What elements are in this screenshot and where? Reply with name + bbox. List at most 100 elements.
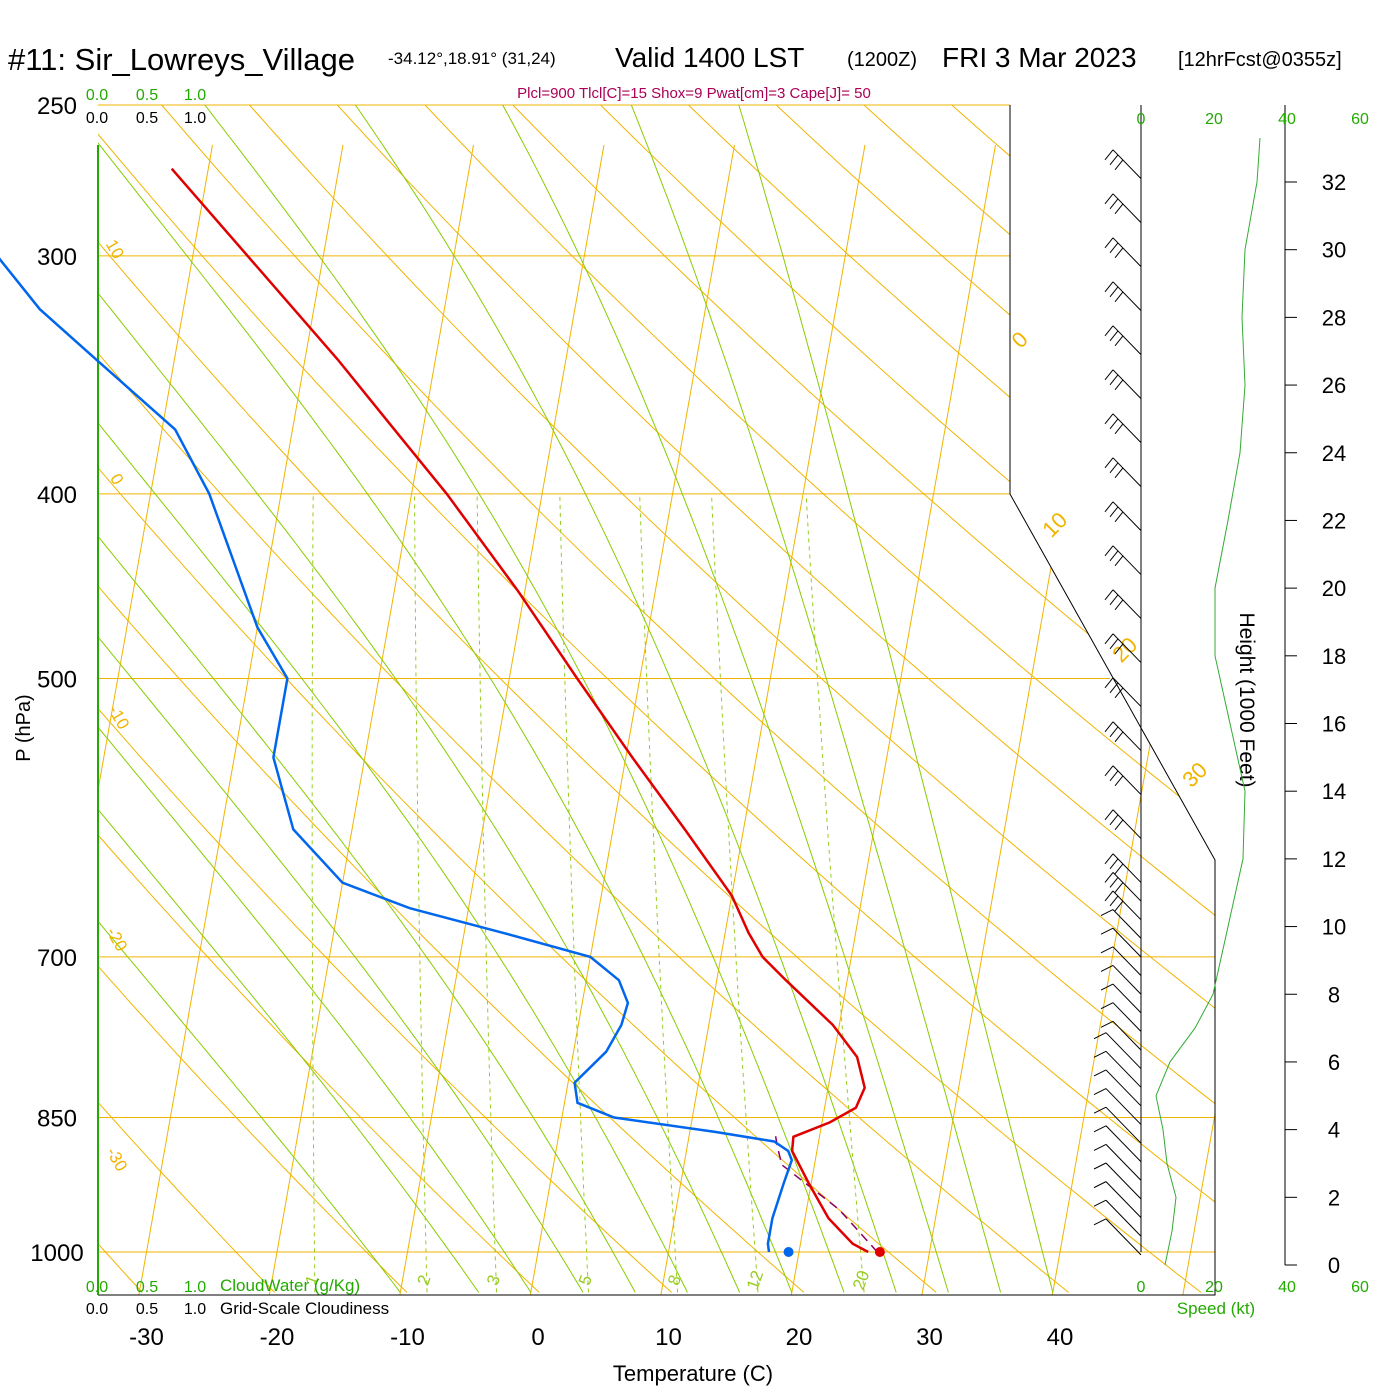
pressure-tick-label: 250 [37, 93, 77, 120]
wind-barb-flag [1109, 877, 1119, 888]
cloud-scales: 0.0 0.5 1.0 0.0 0.5 1.0 0.0 0.5 1.0 CloudWater (g… [86, 87, 389, 1318]
speed-tick-bottom: 40 [1278, 1279, 1296, 1296]
mixing-ratio-label: 3 [483, 1272, 504, 1287]
isotherm-label: 10 [102, 236, 128, 262]
speed-tick-bottom: 20 [1205, 1279, 1223, 1296]
pressure-tick-label: 300 [37, 244, 77, 271]
wind-barb [1112, 927, 1142, 958]
mixing-ratio-label: 20 [849, 1268, 873, 1292]
wind-barb-flag [1114, 335, 1124, 347]
wind-barb-flag [1104, 809, 1114, 821]
cloudwater-scale-bottom: 0.5 [136, 1279, 158, 1296]
wind-barb-flag [1104, 765, 1114, 777]
moist-adiabat [98, 105, 584, 1293]
wind-barb [1112, 1020, 1142, 1051]
wind-barb-flag [1100, 965, 1114, 972]
dry-adiabat [360, 105, 1215, 1293]
dry-adiabat [98, 105, 275, 1293]
isotherm-label: 20 [1107, 632, 1142, 667]
mixing-ratio-label: 5 [575, 1272, 596, 1287]
height-axis-label: Height (1000 Feet) [1235, 612, 1258, 787]
wind-barb-flag [1109, 594, 1119, 606]
temperature-tick-label: 40 [1047, 1324, 1074, 1351]
isotherm-line [138, 144, 344, 1295]
wind-barb-flag [1100, 909, 1114, 917]
wind-barb-flag [1114, 423, 1124, 435]
dry-adiabat [103, 105, 1215, 1293]
moist-adiabat [98, 105, 793, 1293]
wind-barb-flag [1109, 506, 1119, 518]
height-tick-label: 0 [1328, 1253, 1340, 1278]
wind-barb-flag [1104, 325, 1114, 337]
surface-dewpoint-dot [783, 1247, 794, 1257]
wind-barb [1112, 946, 1142, 976]
wind-barb [1105, 1106, 1142, 1144]
pressure-axis: 250 300 400 500 700 850 1000 [30, 93, 83, 1267]
isotherm-line [790, 144, 996, 1295]
cloudwater-label: CloudWater (g/Kg) [220, 1276, 360, 1295]
cloudwater-scale-bottom: 1.0 [184, 1279, 206, 1296]
wind-barb-flag [1093, 1181, 1107, 1189]
parcel-path [774, 1134, 878, 1253]
stability-indices: Plcl=900 Tlcl[C]=15 Shox=9 Pwat[cm]=3 Ca… [517, 85, 871, 102]
height-tick-label: 28 [1322, 305, 1346, 330]
temperature-tick-label: 20 [786, 1324, 813, 1351]
wind-barb-flag [1109, 682, 1119, 694]
dry-adiabat [98, 105, 1215, 1293]
moist-adiabat [463, 105, 949, 1293]
dry-adiabat [274, 105, 1215, 1293]
moist-adiabat [717, 105, 1054, 1293]
height-tick-label: 6 [1328, 1050, 1340, 1075]
wind-barb-flag [1093, 1050, 1107, 1058]
wind-barb-flag [1109, 330, 1119, 342]
isobar-lines [98, 104, 1215, 1253]
isotherm-label: 0 [106, 470, 127, 488]
mixing-ratio-label: 2 [414, 1272, 435, 1287]
wind-barb-flag [1114, 247, 1124, 259]
wind-barb-flag [1109, 770, 1119, 782]
height-tick-label: 32 [1322, 170, 1346, 195]
wind-barb-flag [1109, 726, 1119, 738]
wind-barb [1112, 809, 1142, 839]
dry-adiabat [1131, 105, 1215, 1293]
cloudwater-scale-bottom: 0.0 [86, 1279, 108, 1296]
dry-adiabat [788, 105, 1215, 1293]
cloudwater-scale-top: 1.0 [184, 87, 206, 104]
mixing-ratio-line [476, 493, 497, 1293]
wind-barb-flag [1100, 1002, 1114, 1010]
wind-barb-flag [1104, 193, 1114, 205]
wind-barb-flag [1114, 159, 1124, 171]
wind-barb [1112, 545, 1142, 575]
cloudiness-scale-bottom: 1.0 [184, 1301, 206, 1318]
wind-barb-flag [1114, 555, 1124, 567]
wind-barb-flag [1114, 511, 1124, 523]
wind-barb-flag [1114, 687, 1124, 699]
wind-barb [1112, 281, 1142, 311]
dry-adiabat [98, 105, 408, 1293]
wind-speed-profile [1155, 137, 1261, 1266]
dry-adiabat [703, 105, 1215, 1293]
wind-barb-flag [1104, 890, 1114, 902]
plot-outline [98, 105, 1216, 1296]
height-tick-label: 16 [1322, 712, 1346, 737]
dry-adiabat [617, 105, 1215, 1293]
dry-adiabat [98, 105, 540, 1293]
moist-adiabat [98, 105, 636, 1293]
height-tick-label: 30 [1322, 238, 1346, 263]
temperature-tick-label: -30 [129, 1324, 164, 1351]
temperature-tick-label: 0 [531, 1324, 544, 1351]
wind-barb-flag [1093, 1088, 1107, 1095]
pressure-tick-label: 400 [37, 482, 77, 509]
speed-tick-bottom: 0 [1137, 1279, 1146, 1296]
thermo-grid [98, 105, 1215, 1295]
wind-barb [1112, 983, 1142, 1014]
wind-barb [1112, 589, 1142, 619]
moist-adiabat [98, 105, 480, 1293]
wind-barb-flag [1093, 1069, 1107, 1077]
wind-barb-flag [1109, 550, 1119, 562]
wind-barb [1112, 1002, 1142, 1032]
wind-barb [1112, 890, 1142, 921]
wind-barb-flag [1093, 1199, 1107, 1207]
moist-adiabat [98, 105, 688, 1293]
wind-barb-flag [1109, 286, 1119, 298]
